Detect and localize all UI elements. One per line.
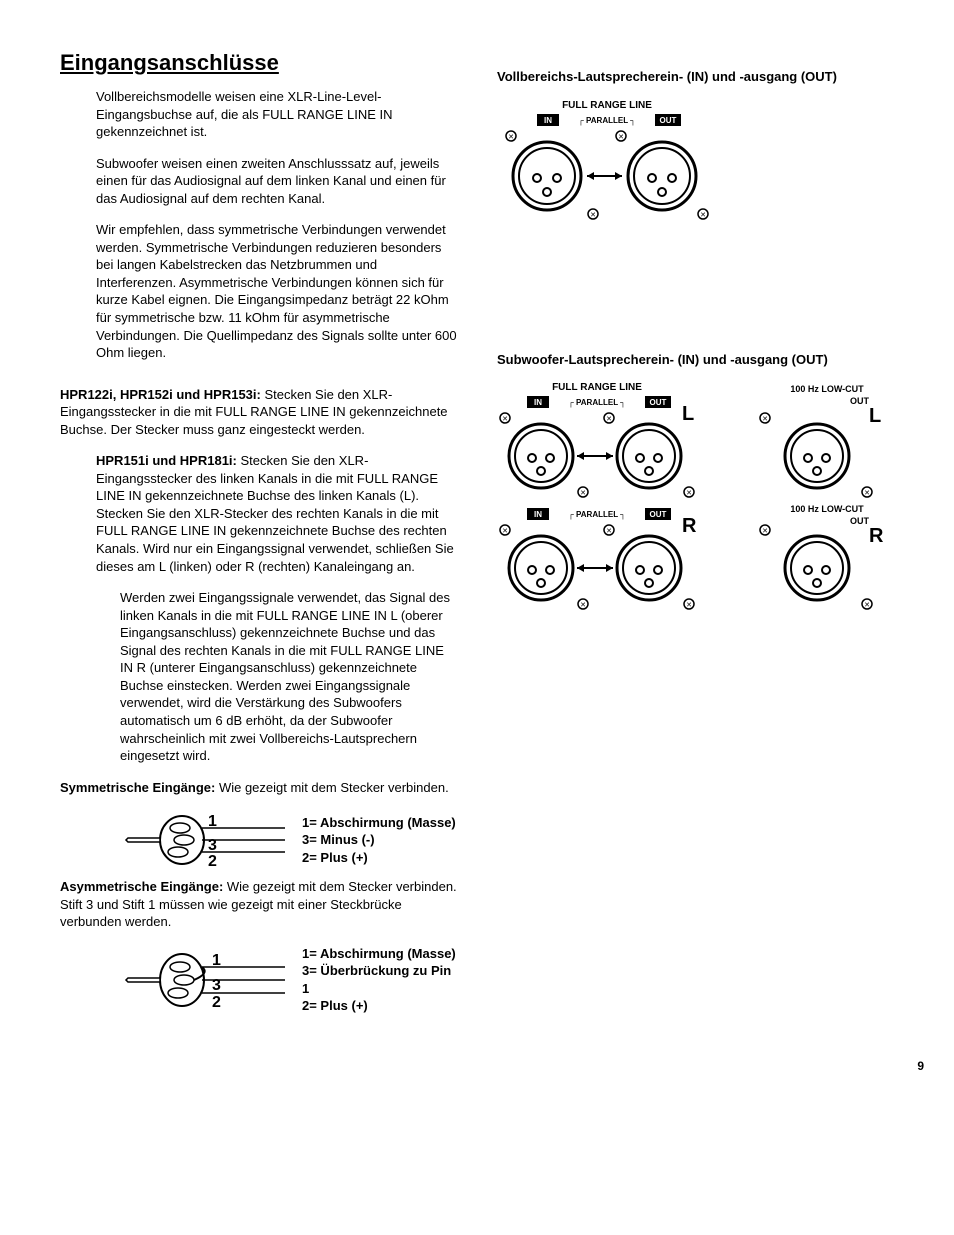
hpr122-label: HPR122i, HPR152i und HPR153i: bbox=[60, 387, 261, 402]
svg-text:FULL RANGE LINE: FULL RANGE LINE bbox=[562, 100, 652, 111]
paragraph-asymmetric: Asymmetrische Eingänge: Wie gezeigt mit … bbox=[60, 878, 457, 931]
xlr-plug-symmetric-icon: 1 3 2 bbox=[120, 810, 290, 870]
svg-text:✕: ✕ bbox=[606, 528, 612, 535]
svg-text:✕: ✕ bbox=[686, 602, 692, 609]
svg-text:✕: ✕ bbox=[864, 490, 870, 497]
asymmetric-connector-diagram: 1 3 2 1= Abschirmung (Masse) 3= Überbrüc… bbox=[60, 945, 457, 1015]
paragraph-symmetric: Symmetrische Eingänge: Wie gezeigt mit d… bbox=[60, 779, 457, 797]
paragraph-intro-1: Vollbereichsmodelle weisen eine XLR-Line… bbox=[60, 88, 457, 141]
svg-text:✕: ✕ bbox=[700, 212, 706, 219]
svg-text:┌ PARALLEL ┐: ┌ PARALLEL ┐ bbox=[568, 398, 626, 408]
subwoofer-xlr-diagram: FULL RANGE LINE IN ┌ PARALLEL ┐ OUT L 10… bbox=[497, 378, 894, 633]
svg-text:FULL RANGE LINE: FULL RANGE LINE bbox=[552, 382, 642, 393]
svg-text:OUT: OUT bbox=[850, 396, 870, 406]
fullrange-xlr-svg: FULL RANGE LINE IN ┌ PARALLEL ┐ OUT ✕ ✕ … bbox=[497, 96, 717, 236]
svg-text:3: 3 bbox=[208, 837, 217, 854]
svg-text:100 Hz LOW-CUT: 100 Hz LOW-CUT bbox=[790, 504, 864, 514]
svg-text:OUT: OUT bbox=[850, 516, 870, 526]
svg-text:3: 3 bbox=[212, 977, 221, 994]
svg-text:L: L bbox=[869, 405, 881, 427]
svg-text:OUT: OUT bbox=[660, 116, 677, 125]
asymmetric-legend: 1= Abschirmung (Masse) 3= Überbrückung z… bbox=[302, 945, 457, 1015]
asymmetric-label: Asymmetrische Eingänge: bbox=[60, 879, 223, 894]
svg-text:R: R bbox=[869, 525, 884, 547]
paragraph-intro-3: Wir empfehlen, dass symmetrische Verbind… bbox=[60, 221, 457, 361]
svg-text:IN: IN bbox=[534, 398, 542, 407]
svg-text:┌ PARALLEL ┐: ┌ PARALLEL ┐ bbox=[578, 116, 636, 126]
right-column: Vollbereichs-Lautsprecherein- (IN) und -… bbox=[497, 50, 894, 1015]
paragraph-intro-2: Subwoofer weisen einen zweiten Anschluss… bbox=[60, 155, 457, 208]
svg-text:1: 1 bbox=[208, 813, 217, 830]
svg-text:100 Hz LOW-CUT: 100 Hz LOW-CUT bbox=[790, 384, 864, 394]
hpr151-label: HPR151i und HPR181i: bbox=[96, 453, 237, 468]
svg-text:✕: ✕ bbox=[502, 416, 508, 423]
svg-text:✕: ✕ bbox=[762, 416, 768, 423]
svg-text:IN: IN bbox=[534, 510, 542, 519]
svg-text:IN: IN bbox=[544, 116, 552, 125]
svg-text:✕: ✕ bbox=[508, 134, 514, 141]
symmetric-text: Wie gezeigt mit dem Stecker verbinden. bbox=[215, 780, 448, 795]
svg-text:✕: ✕ bbox=[580, 490, 586, 497]
paragraph-hpr151: HPR151i und HPR181i: Stecken Sie den XLR… bbox=[60, 452, 457, 575]
svg-text:2: 2 bbox=[212, 994, 221, 1011]
left-column: Eingangsanschlüsse Vollbereichsmodelle w… bbox=[60, 50, 457, 1015]
paragraph-hpr122: HPR122i, HPR152i und HPR153i: Stecken Si… bbox=[60, 386, 457, 439]
symmetric-legend: 1= Abschirmung (Masse) 3= Minus (-) 2= P… bbox=[302, 814, 456, 867]
svg-text:✕: ✕ bbox=[606, 416, 612, 423]
subwoofer-xlr-svg: FULL RANGE LINE IN ┌ PARALLEL ┐ OUT L 10… bbox=[497, 378, 917, 628]
subwoofer-caption: Subwoofer-Lautsprecherein- (IN) und -aus… bbox=[497, 351, 894, 369]
svg-text:2: 2 bbox=[208, 853, 217, 870]
svg-text:✕: ✕ bbox=[618, 134, 624, 141]
svg-text:✕: ✕ bbox=[590, 212, 596, 219]
svg-text:✕: ✕ bbox=[580, 602, 586, 609]
page-number: 9 bbox=[0, 1055, 954, 1073]
svg-text:OUT: OUT bbox=[650, 510, 667, 519]
svg-text:✕: ✕ bbox=[502, 528, 508, 535]
svg-text:OUT: OUT bbox=[650, 398, 667, 407]
svg-text:R: R bbox=[682, 515, 697, 537]
xlr-plug-asymmetric-icon: 1 3 2 bbox=[120, 945, 290, 1015]
svg-text:┌ PARALLEL ┐: ┌ PARALLEL ┐ bbox=[568, 510, 626, 520]
svg-text:✕: ✕ bbox=[762, 528, 768, 535]
svg-text:1: 1 bbox=[212, 952, 221, 969]
main-heading: Eingangsanschlüsse bbox=[60, 50, 457, 76]
svg-text:L: L bbox=[682, 403, 694, 425]
hpr151-text: Stecken Sie den XLR-Eingangsstecker des … bbox=[96, 453, 454, 573]
symmetric-label: Symmetrische Eingänge: bbox=[60, 780, 215, 795]
fullrange-caption: Vollbereichs-Lautsprecherein- (IN) und -… bbox=[497, 68, 894, 86]
symmetric-connector-diagram: 1 3 2 1= Abschirmung (Masse) 3= Minus (-… bbox=[60, 810, 457, 870]
svg-text:✕: ✕ bbox=[864, 602, 870, 609]
svg-text:✕: ✕ bbox=[686, 490, 692, 497]
paragraph-two-inputs: Werden zwei Eingangssignale verwendet, d… bbox=[60, 589, 457, 764]
fullrange-xlr-diagram: FULL RANGE LINE IN ┌ PARALLEL ┐ OUT ✕ ✕ … bbox=[497, 96, 894, 241]
